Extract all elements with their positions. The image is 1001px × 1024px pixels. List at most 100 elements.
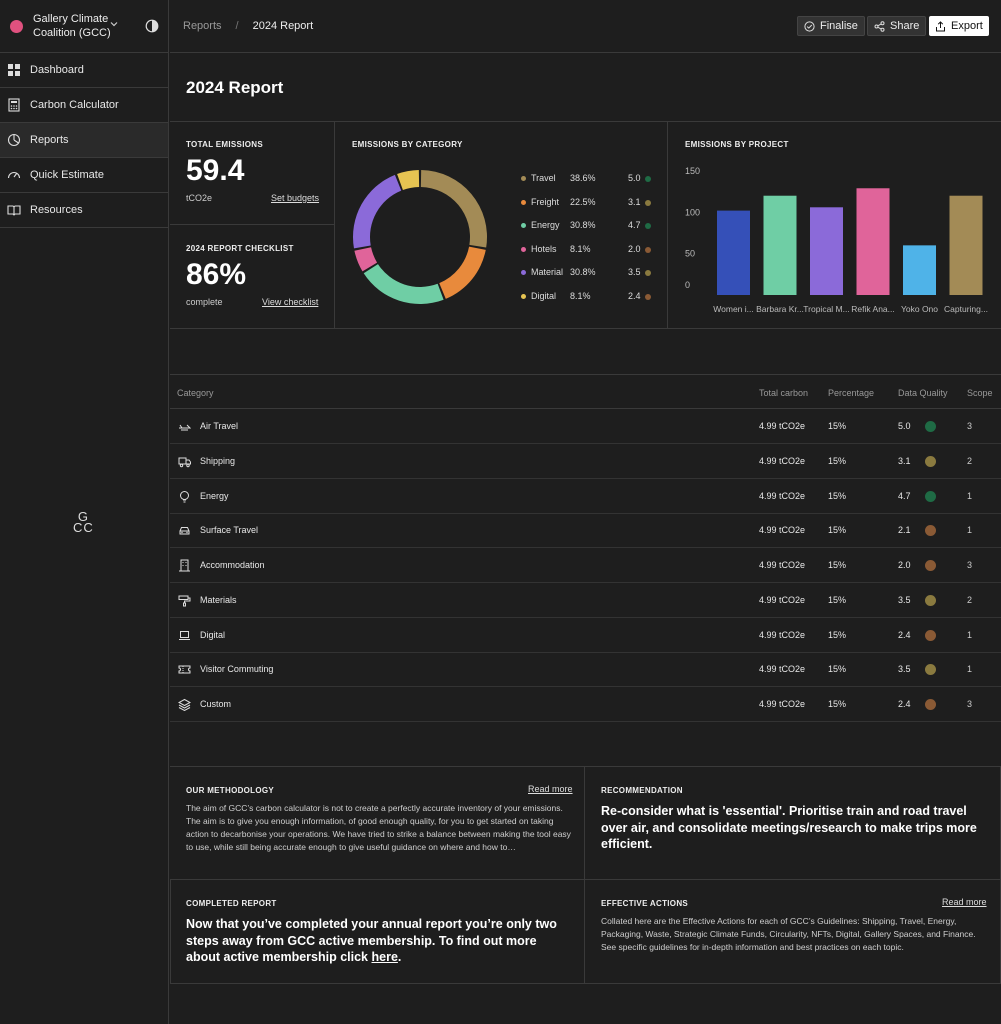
nav-dashboard[interactable]: Dashboard xyxy=(0,53,168,88)
chevron-down-icon[interactable] xyxy=(109,19,119,29)
effective-actions-read-more-link[interactable]: Read more xyxy=(942,897,987,907)
export-button[interactable]: Export xyxy=(929,16,989,36)
divider xyxy=(170,879,1001,880)
legend-quality: 2.4 xyxy=(628,291,641,301)
row-category: Shipping xyxy=(200,455,236,466)
donut-segment-digital xyxy=(397,170,420,191)
legend-swatch xyxy=(521,223,526,229)
row-percentage: 15% xyxy=(828,594,847,605)
active-membership-link[interactable]: here xyxy=(371,950,398,964)
bar[interactable] xyxy=(856,188,890,295)
completed-report-end: . xyxy=(397,950,402,964)
view-checklist-link[interactable]: View checklist xyxy=(262,297,319,307)
table-row[interactable]: Shipping 4.99 tCO2e 15% 3.1 2 xyxy=(170,444,1001,479)
legend-swatch xyxy=(521,294,526,299)
row-scope: 3 xyxy=(967,421,973,431)
legend-percentage: 8.1% xyxy=(570,291,591,301)
building-icon xyxy=(179,559,190,572)
bar[interactable] xyxy=(949,195,983,295)
bar[interactable] xyxy=(717,210,750,295)
legend-name: Travel xyxy=(531,173,556,183)
row-data-quality: 4.7 xyxy=(898,490,911,501)
methodology-read-more-link[interactable]: Read more xyxy=(528,784,573,794)
row-category: Surface Travel xyxy=(200,525,259,536)
quality-dot xyxy=(925,560,936,571)
row-scope: 1 xyxy=(967,490,973,501)
divider xyxy=(170,328,1001,329)
table-row[interactable]: Visitor Commuting 4.99 tCO2e 15% 3.5 1 xyxy=(170,652,1001,688)
quality-dot xyxy=(925,664,936,676)
row-scope: 1 xyxy=(967,525,973,536)
finalise-button[interactable]: Finalise xyxy=(797,16,865,36)
table-row[interactable]: Custom 4.99 tCO2e 15% 2.4 3 xyxy=(170,687,1001,722)
donut-segment-travel xyxy=(420,170,487,248)
total-emissions-unit: tCO2e xyxy=(186,193,213,203)
org-switcher[interactable]: Gallery Climate Coalition (GCC) xyxy=(0,0,168,53)
divider xyxy=(667,121,668,328)
donut-segment-hotels xyxy=(354,247,378,272)
row-total-carbon: 4.99 tCO2e xyxy=(759,699,806,709)
divider xyxy=(170,224,334,225)
row-category: Visitor Commuting xyxy=(200,664,274,675)
methodology-label: OUR METHODOLOGY xyxy=(186,786,275,795)
bar[interactable] xyxy=(810,207,843,295)
table-row[interactable]: Air Travel 4.99 tCO2e 15% 5.0 3 xyxy=(170,409,1001,444)
gauge-icon xyxy=(7,172,21,179)
breadcrumb-separator: / xyxy=(235,20,239,32)
table-row[interactable]: Accommodation 4.99 tCO2e 15% 2.0 3 xyxy=(170,548,1001,583)
legend-name: Hotels xyxy=(531,243,557,254)
quality-dot xyxy=(645,199,651,206)
table-row[interactable]: Digital 4.99 tCO2e 15% 2.4 1 xyxy=(170,618,1001,653)
row-data-quality: 2.4 xyxy=(898,629,911,640)
table-row[interactable]: Surface Travel 4.99 tCO2e 15% 2.1 1 xyxy=(170,513,1001,549)
recommendation-label: RECOMMENDATION xyxy=(601,786,683,795)
row-category: Materials xyxy=(200,594,237,605)
org-name: Gallery Climate Coalition (GCC) xyxy=(33,13,111,39)
col-header-percentage: Percentage xyxy=(828,388,875,398)
laptop-icon xyxy=(179,630,190,640)
quality-dot xyxy=(925,525,936,537)
bar[interactable] xyxy=(903,245,936,295)
x-tick-label: Yoko Ono xyxy=(901,304,938,314)
divider xyxy=(170,983,1001,984)
legend-quality: 5.0 xyxy=(628,173,641,183)
legend-percentage: 8.1% xyxy=(570,243,591,254)
breadcrumb-parent[interactable]: Reports xyxy=(183,20,222,32)
quality-dot xyxy=(925,490,936,502)
nav-quick-estimate[interactable]: Quick Estimate xyxy=(0,158,168,193)
col-header-data-quality: Data Quality xyxy=(898,388,948,398)
nav-reports-label: Reports xyxy=(30,134,69,146)
checklist-label: 2024 REPORT CHECKLIST xyxy=(186,244,294,253)
theme-toggle-icon[interactable] xyxy=(145,19,159,33)
legend-quality: 3.5 xyxy=(628,267,641,278)
legend-swatch xyxy=(521,199,526,205)
nav-carbon-calculator[interactable]: Carbon Calculator xyxy=(0,88,168,123)
project-bar-chart: 0 50 100 150 Women i... Barbara Kr... Tropical… xyxy=(685,166,988,314)
row-category: Air Travel xyxy=(200,421,239,431)
row-category: Accommodation xyxy=(200,560,265,570)
check-circle-icon xyxy=(804,20,815,32)
share-button[interactable]: Share xyxy=(867,16,927,36)
table-row[interactable]: Energy 4.99 tCO2e 15% 4.7 1 xyxy=(170,479,1001,514)
bar[interactable] xyxy=(763,195,797,295)
row-data-quality: 3.5 xyxy=(898,664,911,675)
nav-resources[interactable]: Resources xyxy=(0,193,168,228)
truck-icon xyxy=(178,457,191,467)
legend-item: Hotels 8.1% 2.0 xyxy=(521,244,651,256)
row-percentage: 15% xyxy=(828,455,847,466)
row-percentage: 15% xyxy=(828,629,847,640)
recommendation-text: Re-consider what is 'essential'. Priorit… xyxy=(601,804,977,851)
row-data-quality: 3.5 xyxy=(898,594,911,605)
quality-dot xyxy=(645,246,651,253)
legend-name: Digital xyxy=(531,291,557,301)
donut-segment-energy xyxy=(363,264,444,304)
completed-report-body: Now that you’ve completed your annual re… xyxy=(186,917,557,964)
set-budgets-link[interactable]: Set budgets xyxy=(271,193,320,203)
y-tick-label: 100 xyxy=(685,207,700,217)
page-title: 2024 Report xyxy=(186,78,284,97)
table-row[interactable]: Materials 4.99 tCO2e 15% 3.5 2 xyxy=(170,583,1001,618)
export-label: Export xyxy=(951,20,983,32)
legend-quality: 3.1 xyxy=(628,196,641,207)
main-content: Reports / 2024 Report Finalise Share Exp… xyxy=(170,0,1001,1024)
nav-reports[interactable]: Reports xyxy=(0,123,168,158)
